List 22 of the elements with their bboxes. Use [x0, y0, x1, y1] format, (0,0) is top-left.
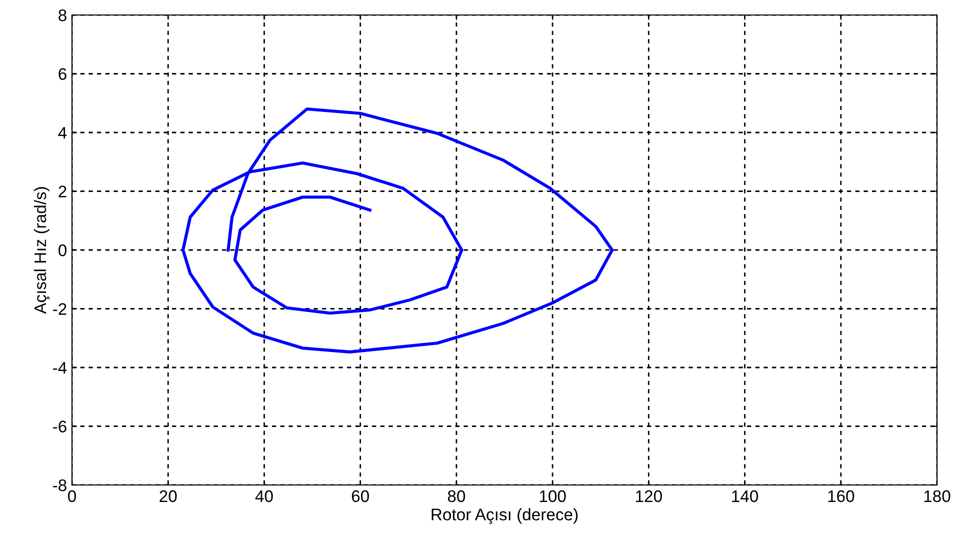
x-tick-label: 20: [160, 490, 177, 502]
x-tick-label: 140: [732, 490, 758, 502]
x-tick-label: 0: [68, 490, 76, 502]
y-tick-label: 4: [58, 127, 67, 139]
x-tick-label: 160: [828, 490, 854, 502]
line-series: [181, 107, 614, 354]
y-tick-label: -6: [53, 420, 66, 432]
y-tick-label: 6: [58, 68, 66, 80]
y-axis-title: Açısal Hız (rad/s): [34, 187, 50, 314]
y-tick-label: -8: [53, 479, 66, 492]
y-tick-label: -4: [53, 362, 67, 374]
x-tick-label: 40: [255, 490, 273, 502]
y-tick-label: -2: [53, 303, 66, 315]
x-tick-label: 100: [540, 490, 566, 502]
x-tick-label: 180: [924, 490, 950, 502]
x-axis-title: Rotor Açısı (derece): [432, 508, 578, 524]
y-tick-label: 0: [58, 244, 66, 256]
x-tick-label: 120: [636, 490, 662, 502]
x-tick-label: 60: [352, 490, 369, 502]
y-tick-label: 2: [58, 186, 66, 198]
y-tick-label: 8: [58, 9, 66, 22]
x-tick-label: 80: [448, 490, 466, 502]
